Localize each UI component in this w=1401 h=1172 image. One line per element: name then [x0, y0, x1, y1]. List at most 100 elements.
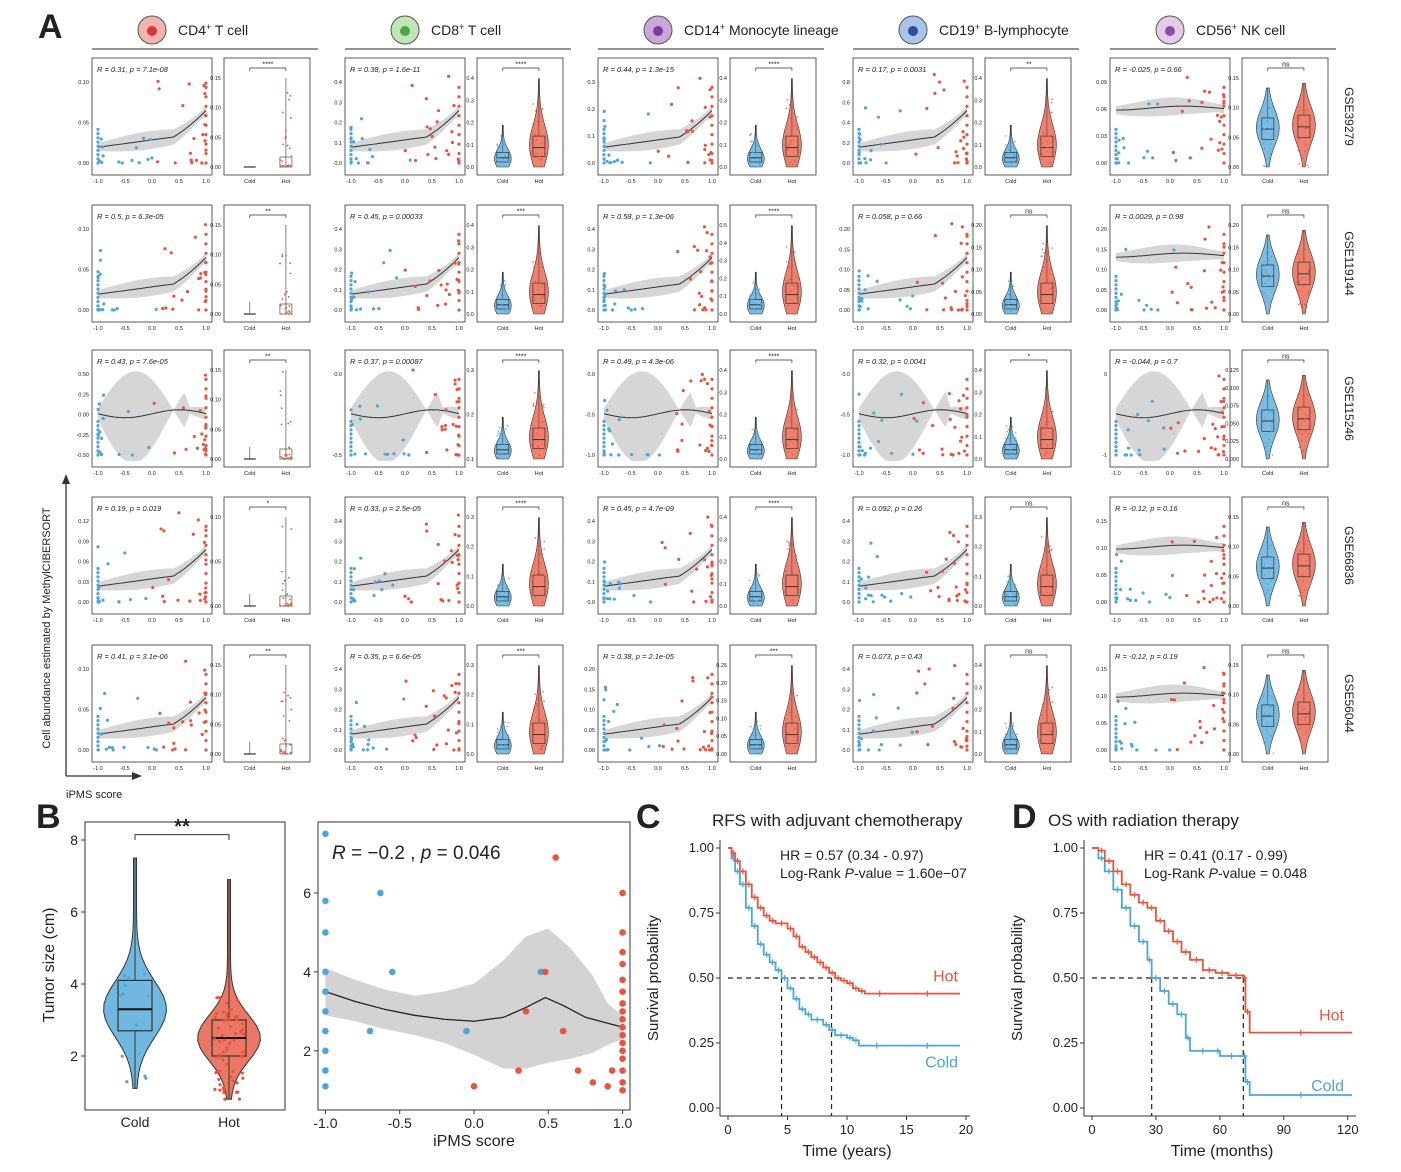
hot-point — [915, 280, 919, 284]
hot-point — [193, 235, 197, 239]
hot-censor-mark — [745, 881, 752, 888]
box-frame — [476, 57, 564, 176]
hot-jitter-point — [215, 996, 219, 1000]
cold-jitter-point — [1262, 293, 1265, 296]
hot-point — [434, 156, 438, 161]
cold-jitter-point — [756, 138, 758, 141]
hot-point — [189, 158, 193, 162]
cold-point — [857, 148, 861, 152]
box-x-tick-cold: Cold — [1262, 179, 1273, 185]
hot-point — [1170, 540, 1174, 544]
cold-point — [96, 432, 100, 436]
cold-point — [99, 137, 103, 141]
cold-jitter-point — [1272, 730, 1275, 733]
hot-censor-mark — [1193, 956, 1200, 963]
hot-point — [457, 425, 461, 429]
hot-point — [1222, 534, 1226, 538]
hot-jitter-point — [1306, 394, 1309, 396]
confidence-band — [859, 692, 967, 739]
panel-c: RFS with adjuvant chemotherapy0.000.250.… — [645, 811, 973, 1160]
hot-jitter-point — [1302, 700, 1304, 703]
cold-jitter-point — [505, 738, 508, 740]
cold-point — [602, 119, 606, 123]
hot-jitter-point — [1299, 109, 1301, 111]
hot-jitter-point — [287, 295, 290, 298]
cold-point — [857, 587, 861, 592]
cold-point — [607, 153, 611, 157]
trend-line — [858, 697, 968, 735]
significance-label: ** — [1026, 62, 1032, 69]
hot-label: Hot — [1319, 1008, 1344, 1025]
box-x-tick-hot: Hot — [1300, 618, 1309, 624]
hot-jitter-point — [785, 107, 788, 110]
cold-point — [1124, 453, 1129, 457]
hot-jitter-point — [229, 1075, 233, 1079]
box-y-tick: 0.0 — [974, 457, 982, 463]
cold-jitter-point — [1270, 579, 1272, 582]
hot-point — [201, 442, 205, 446]
scatter-x-tick: -0.5 — [881, 766, 890, 772]
cold-jitter-point — [506, 292, 508, 295]
hot-jitter-point — [282, 597, 285, 600]
cold-point — [602, 445, 606, 449]
hot-point — [1213, 447, 1217, 451]
hot-jitter-point — [1051, 436, 1054, 439]
scatter-frame — [597, 496, 719, 615]
hot-point — [661, 744, 665, 749]
scatter-x-tick: 0.5 — [539, 1115, 559, 1131]
cold-point — [349, 740, 353, 744]
cold-jitter-point — [1004, 437, 1007, 440]
hot-jitter-point — [1045, 451, 1048, 454]
cold-point — [358, 417, 362, 421]
hot-jitter-point — [790, 139, 793, 142]
significance-label: ns — [1282, 354, 1290, 361]
cold-point — [349, 596, 353, 600]
cold-point — [602, 132, 606, 136]
hot-point — [457, 581, 461, 585]
hot-point — [457, 377, 461, 381]
km-y-tick: 0.00 — [689, 1100, 714, 1115]
scatter-x-tick: 0.5 — [936, 766, 944, 772]
hot-jitter-point — [540, 159, 542, 161]
box-y-tick: 0.4 — [719, 515, 727, 521]
hot-jitter-point — [538, 113, 541, 116]
cold-point — [322, 897, 329, 905]
scatter-y-tick: 0.2 — [842, 708, 850, 714]
hot-jitter-point — [218, 995, 222, 1000]
cold-jitter-point — [1265, 722, 1268, 725]
cold-point — [857, 274, 861, 278]
cold-point — [1114, 719, 1118, 723]
hot-jitter-point — [1307, 292, 1309, 295]
cold-jitter-point — [497, 457, 500, 459]
cold-jitter-point — [507, 577, 510, 580]
hot-point — [1222, 562, 1226, 566]
cold-jitter-point — [1264, 269, 1266, 272]
hot-point — [204, 232, 208, 236]
hot-point — [1222, 298, 1226, 303]
hot-point — [1188, 156, 1192, 160]
hot-point — [1185, 593, 1189, 598]
hot-jitter-point — [793, 562, 796, 564]
hot-jitter-point — [1298, 297, 1301, 299]
hot-censor-mark — [1098, 847, 1105, 854]
cold-jitter-point — [1009, 437, 1011, 439]
hot-jitter-point — [286, 144, 289, 147]
confidence-band — [604, 371, 712, 461]
hot-point — [944, 557, 948, 561]
box-y-tick: 0.10 — [1228, 268, 1239, 274]
subplot-r1-c2: 0.00.10.20.30.4-1.0 -0.5 0.0 0.5 1.0R = 0.38… — [334, 57, 564, 185]
significance-bracket — [1267, 214, 1305, 218]
hot-jitter-point — [1302, 549, 1305, 552]
box-y-tick: 0.5 — [719, 223, 727, 229]
cold-point — [377, 889, 384, 897]
hot-point — [965, 734, 969, 739]
cold-censor-mark — [769, 959, 776, 966]
hot-jitter-point — [1047, 421, 1050, 423]
cold-point — [351, 588, 356, 592]
hot-point — [698, 443, 702, 447]
cold-jitter-point — [749, 141, 752, 143]
hot-point — [675, 726, 679, 731]
cold-jitter-point — [1263, 592, 1266, 594]
scatter-x-tick: -0.5 — [881, 618, 890, 624]
hot-jitter-point — [1302, 398, 1305, 400]
